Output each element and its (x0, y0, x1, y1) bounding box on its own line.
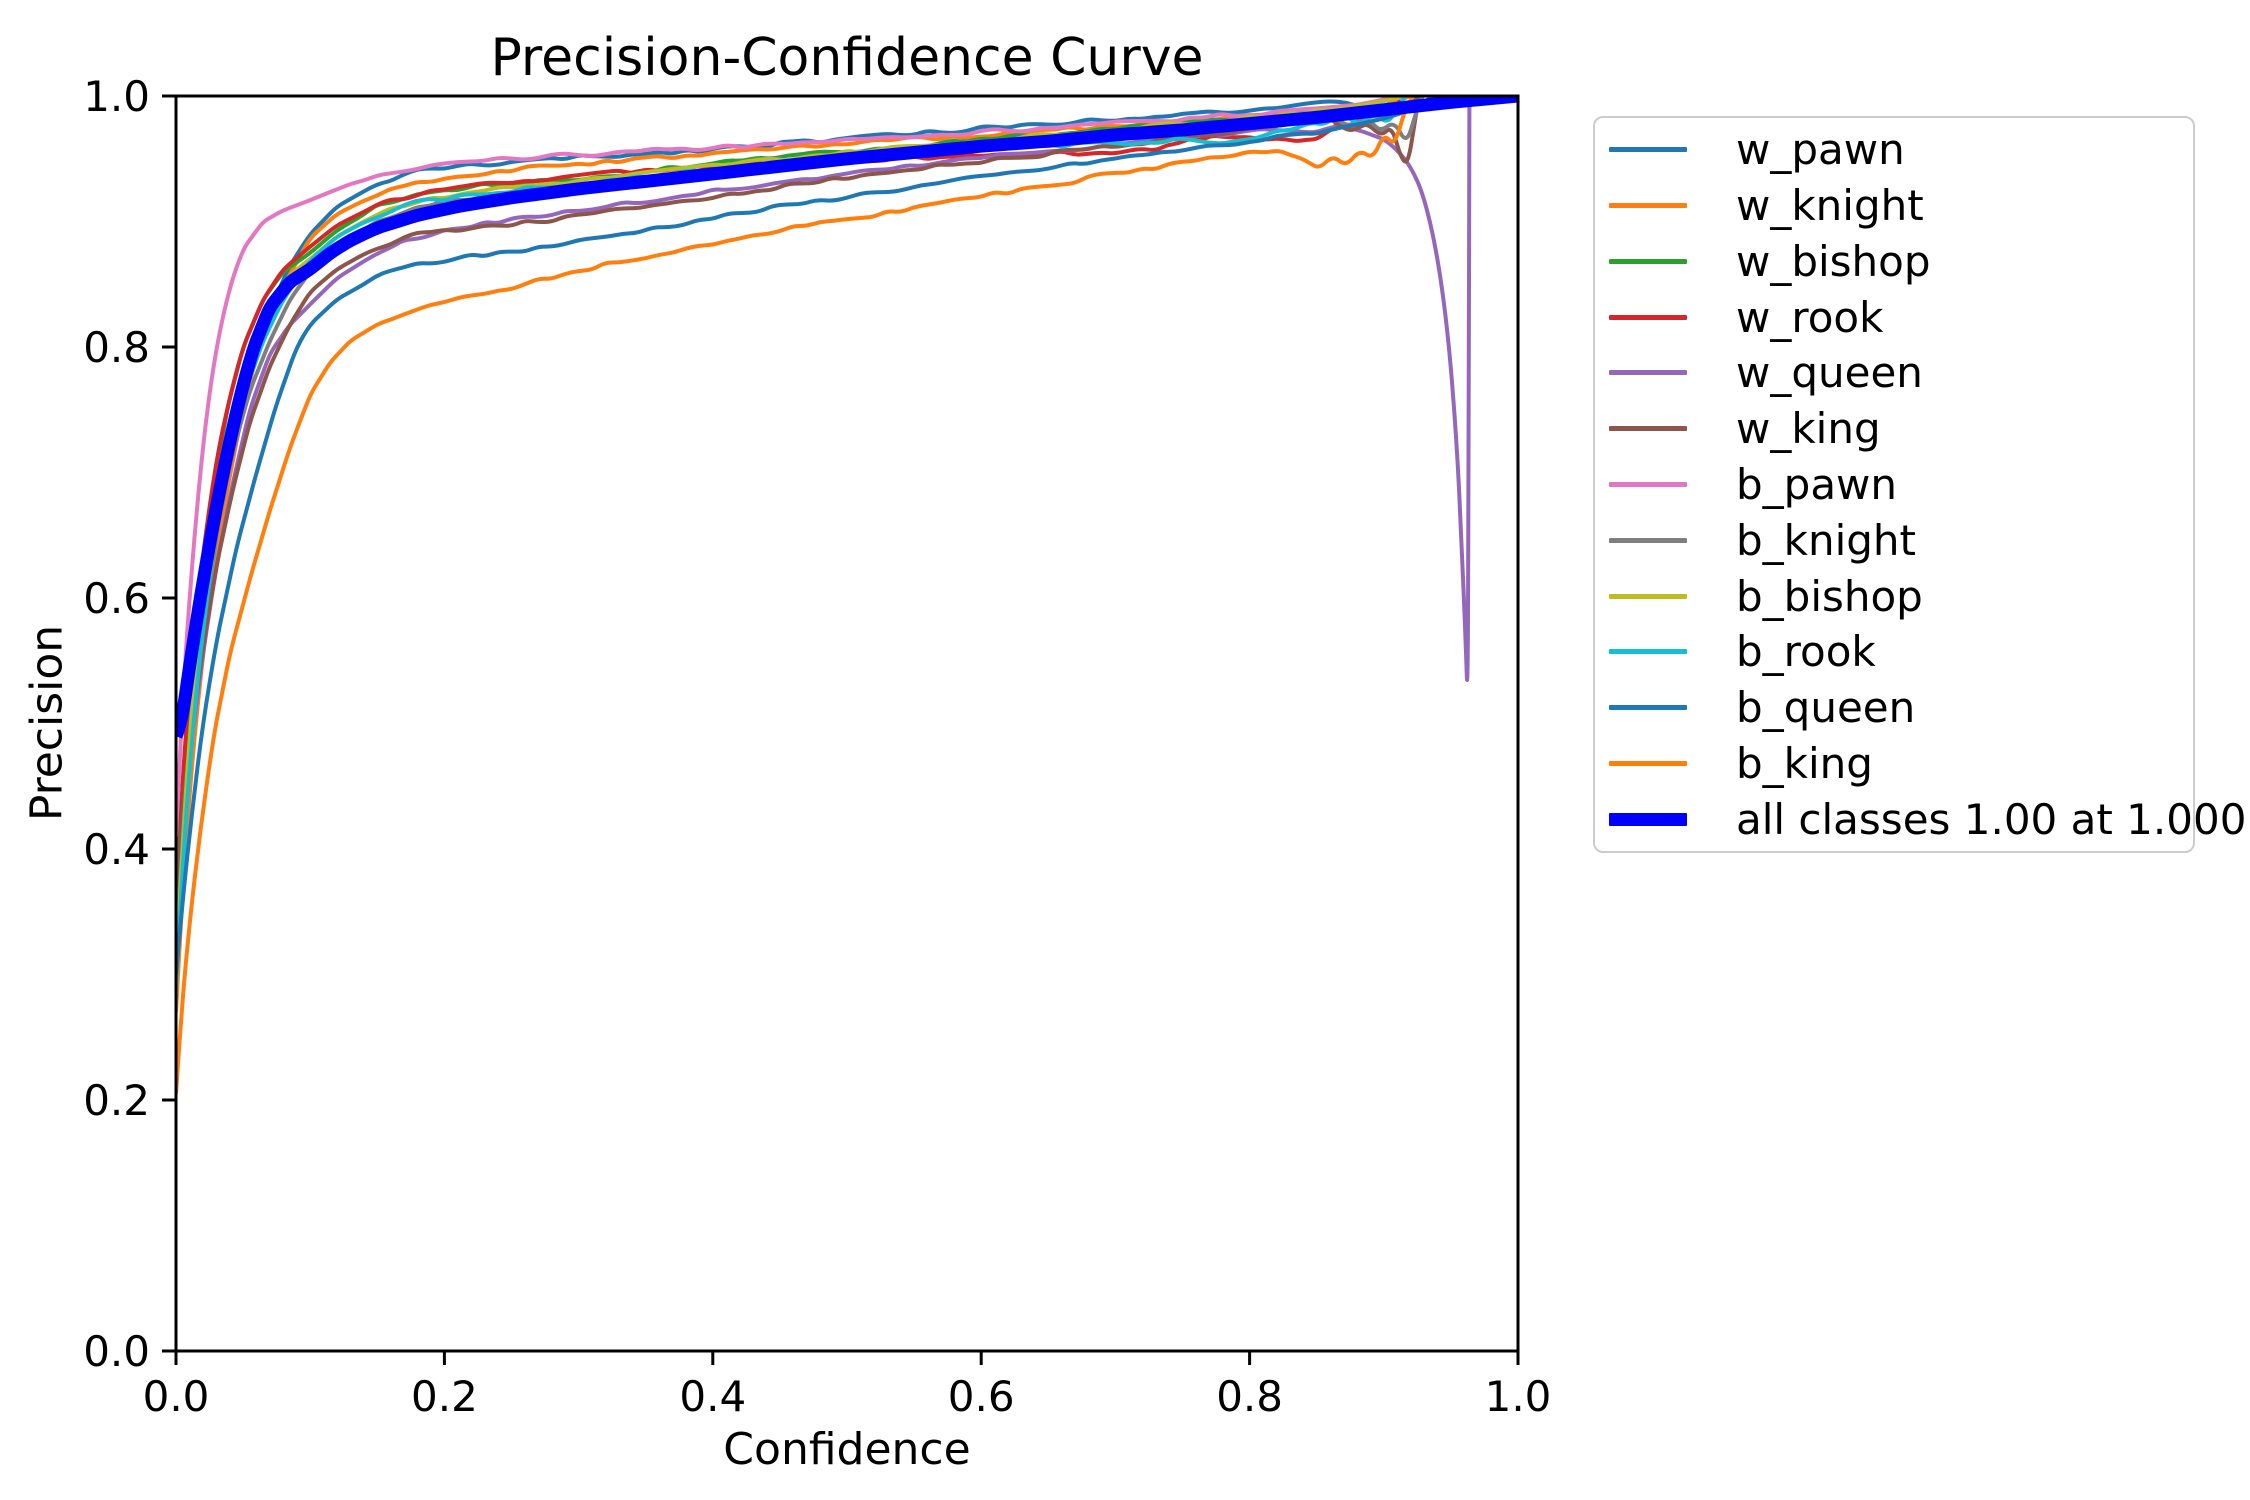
legend-label: b_rook (1736, 627, 1876, 677)
legend-line-sample (1609, 705, 1687, 711)
curves-group (176, 96, 1518, 1094)
x-tick-label: 0.0 (143, 1372, 210, 1421)
legend-line-sample (1609, 147, 1687, 153)
legend-line-sample (1609, 426, 1687, 432)
legend-box: w_pawn w_knight w_bishop w_rook w_queen w_kin… (1593, 116, 2246, 853)
legend-label: w_queen (1736, 348, 1923, 398)
legend-item-b_queen: b_queen (1595, 682, 2193, 734)
legend-line-sample (1609, 760, 1687, 766)
legend-item-w_bishop: w_bishop (1595, 235, 2193, 287)
x-tick-label: 0.2 (411, 1372, 478, 1421)
curve-b_king (176, 96, 1415, 1094)
legend-label: w_knight (1736, 181, 1924, 231)
x-tick-label: 0.6 (948, 1372, 1015, 1421)
x-tick-label: 0.8 (1216, 1372, 1283, 1421)
chart-title: Precision-Confidence Curve (490, 28, 1204, 88)
legend-label: b_queen (1736, 683, 1916, 733)
legend-item-w_knight: w_knight (1595, 180, 2193, 232)
legend-line-sample (1609, 370, 1687, 376)
y-tick-label: 0.8 (83, 323, 150, 372)
legend-label: all classes 1.00 at 1.000 (1736, 794, 2247, 844)
legend-item-b_king: b_king (1595, 737, 2193, 789)
legend-item-all-classes-1.00-at-1.000: all classes 1.00 at 1.000 (1595, 793, 2246, 845)
legend-label: w_king (1736, 404, 1881, 454)
axes-spines (174, 94, 1520, 1353)
legend-line-sample (1609, 314, 1687, 320)
legend-item-w_king: w_king (1595, 403, 2193, 455)
y-tick-label: 0.2 (83, 1076, 150, 1125)
x-tick-label: 1.0 (1485, 1372, 1552, 1421)
legend-line-sample (1609, 258, 1687, 264)
y-axis-label: Precision (21, 624, 73, 822)
legend-line-sample (1609, 203, 1687, 209)
curve-b_queen (176, 96, 1434, 975)
y-tick-label: 0.4 (83, 825, 150, 874)
legend-line-sample (1609, 812, 1687, 826)
x-axis-label: Confidence (723, 1424, 971, 1475)
legend-label: b_pawn (1736, 459, 1898, 509)
legend-label: b_king (1736, 738, 1873, 788)
legend-line-sample (1609, 537, 1687, 543)
y-tick-label: 0.0 (83, 1327, 150, 1376)
y-tick-label: 0.6 (83, 574, 150, 623)
legend-label: b_knight (1736, 515, 1917, 565)
curve-all-classes-1.00-at-1.000 (176, 96, 1518, 739)
legend-item-w_pawn: w_pawn (1595, 124, 2193, 176)
legend-label: w_pawn (1736, 125, 1905, 175)
legend-label: w_rook (1736, 292, 1884, 342)
x-tick-label: 0.4 (679, 1372, 746, 1421)
legend-line-sample (1609, 593, 1687, 599)
legend-item-b_knight: b_knight (1595, 514, 2193, 566)
y-tick-label: 1.0 (83, 72, 150, 121)
legend-label: w_bishop (1736, 236, 1931, 286)
legend-label: b_bishop (1736, 571, 1923, 621)
curve-b_pawn (176, 96, 1396, 837)
legend-line-sample (1609, 481, 1687, 487)
legend-item-b_rook: b_rook (1595, 626, 2193, 678)
legend-item-w_rook: w_rook (1595, 291, 2193, 343)
legend-item-b_bishop: b_bishop (1595, 570, 2193, 622)
legend-line-sample (1609, 649, 1687, 655)
legend-item-b_pawn: b_pawn (1595, 458, 2193, 510)
legend-item-w_queen: w_queen (1595, 347, 2193, 399)
